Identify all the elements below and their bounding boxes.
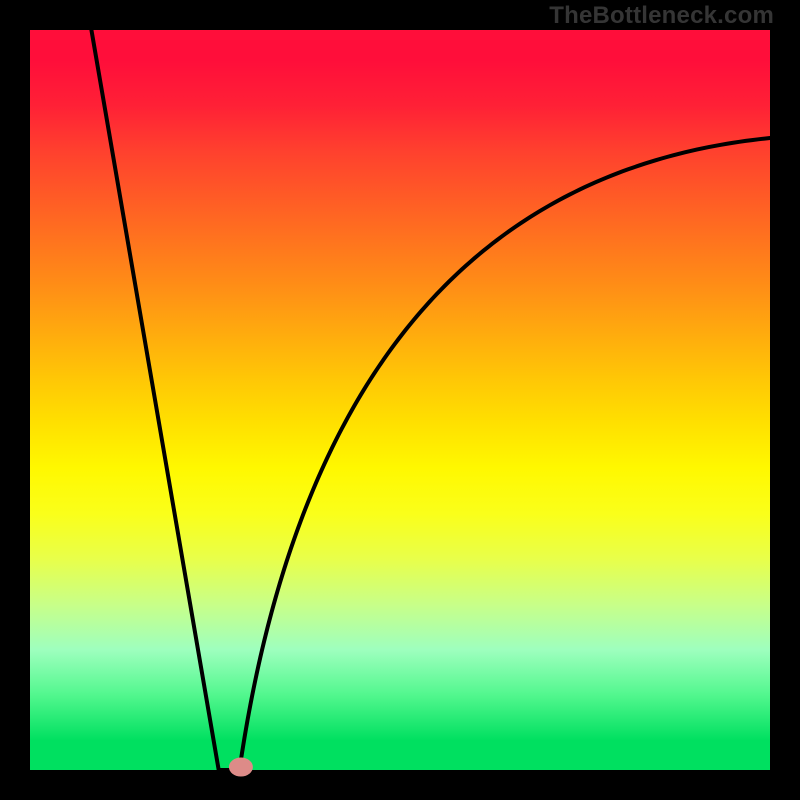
plot-background [30,30,770,770]
bottleneck-chart: TheBottleneck.com [0,0,800,800]
optimum-marker [229,758,253,777]
chart-svg [0,0,800,800]
watermark-text: TheBottleneck.com [549,2,774,30]
